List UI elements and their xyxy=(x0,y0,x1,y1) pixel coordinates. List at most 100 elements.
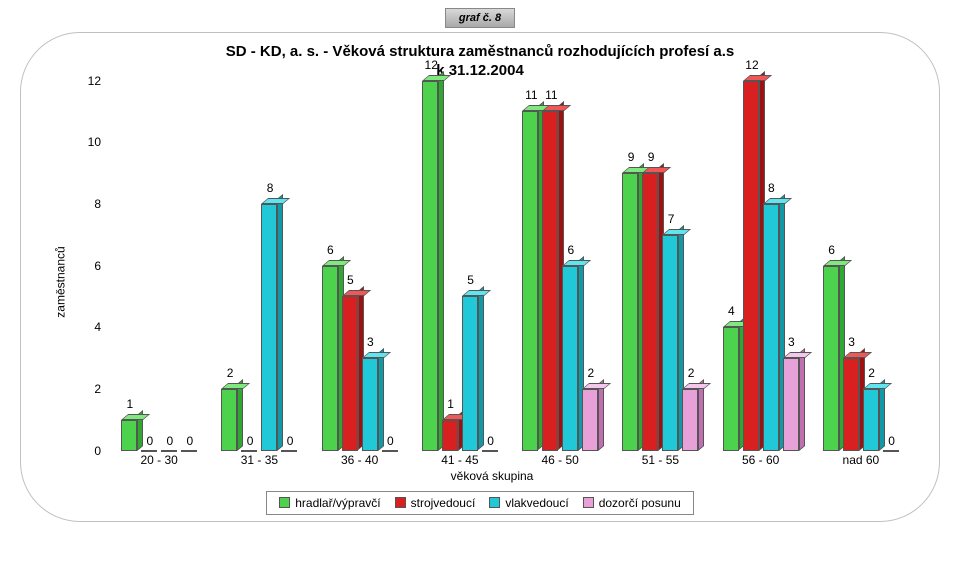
y-tick: 12 xyxy=(81,74,101,88)
bar: 0 xyxy=(883,450,899,451)
bar-group: 6530 xyxy=(310,81,410,451)
x-axis-label: věková skupina xyxy=(73,469,911,483)
bar: 11 xyxy=(522,111,538,450)
bar: 12 xyxy=(422,81,438,451)
bar: 0 xyxy=(482,450,498,451)
bar-value-label: 9 xyxy=(648,150,655,164)
bar: 2 xyxy=(682,389,698,451)
y-tick: 0 xyxy=(81,444,101,458)
bar-value-label: 3 xyxy=(788,335,795,349)
bar-value-label: 8 xyxy=(267,181,274,195)
bar: 0 xyxy=(161,450,177,451)
bar-value-label: 0 xyxy=(146,434,153,448)
bar-value-label: 8 xyxy=(768,181,775,195)
legend-swatch xyxy=(489,497,500,508)
bar: 0 xyxy=(141,450,157,451)
bar: 9 xyxy=(642,173,658,451)
x-category-label: 46 - 50 xyxy=(510,453,610,467)
bar-value-label: 3 xyxy=(848,335,855,349)
bar-value-label: 12 xyxy=(425,58,438,72)
bar-group: 12150 xyxy=(410,81,510,451)
bar-value-label: 11 xyxy=(545,88,557,102)
bar-value-label: 2 xyxy=(227,366,234,380)
bar: 8 xyxy=(763,204,779,451)
x-category-label: 56 - 60 xyxy=(711,453,811,467)
bar: 2 xyxy=(221,389,237,451)
y-tick: 4 xyxy=(81,320,101,334)
chart-title-line-1: SD - KD, a. s. - Věková struktura zaměst… xyxy=(49,43,911,62)
plot-region: 0246810121000208065301215011116299724128… xyxy=(81,81,911,451)
bar-value-label: 4 xyxy=(728,304,735,318)
bar: 8 xyxy=(261,204,277,451)
legend-swatch xyxy=(395,497,406,508)
bar: 3 xyxy=(783,358,799,451)
bar: 9 xyxy=(622,173,638,451)
x-category-label: 51 - 55 xyxy=(610,453,710,467)
y-tick: 6 xyxy=(81,259,101,273)
x-category-label: 20 - 30 xyxy=(109,453,209,467)
bar-value-label: 12 xyxy=(745,58,758,72)
bar: 5 xyxy=(462,296,478,450)
bar: 0 xyxy=(382,450,398,451)
bar: 0 xyxy=(241,450,257,451)
legend-label: vlakvedoucí xyxy=(505,496,568,510)
bar-value-label: 5 xyxy=(347,273,354,287)
bar: 2 xyxy=(582,389,598,451)
legend-swatch xyxy=(279,497,290,508)
x-categories: 20 - 3031 - 3536 - 4041 - 4546 - 5051 - … xyxy=(109,453,911,467)
bar-group: 2080 xyxy=(209,81,309,451)
bar: 3 xyxy=(362,358,378,451)
x-category-label: 36 - 40 xyxy=(310,453,410,467)
bar-value-label: 6 xyxy=(567,243,574,257)
bar-value-label: 0 xyxy=(387,434,394,448)
bar-value-label: 1 xyxy=(447,397,454,411)
x-category-label: 31 - 35 xyxy=(209,453,309,467)
bar: 1 xyxy=(121,420,137,451)
bar-value-label: 6 xyxy=(327,243,334,257)
bar-value-label: 11 xyxy=(525,88,537,102)
legend-label: hradlař/výpravčí xyxy=(295,496,380,510)
legend-label: strojvedoucí xyxy=(411,496,476,510)
x-category-label: nad 60 xyxy=(811,453,911,467)
bar: 3 xyxy=(843,358,859,451)
bar-group: 111162 xyxy=(510,81,610,451)
chart-title-line-2: k 31.12.2004 xyxy=(49,62,911,81)
chart-badge: graf č. 8 xyxy=(445,8,515,28)
y-tick: 2 xyxy=(81,382,101,396)
y-axis-label-box: zaměstnanců xyxy=(49,81,73,483)
bar-value-label: 0 xyxy=(888,434,895,448)
bar: 1 xyxy=(442,420,458,451)
bar-group: 9972 xyxy=(610,81,710,451)
bar: 6 xyxy=(562,266,578,451)
bar-value-label: 2 xyxy=(587,366,594,380)
bar-group: 41283 xyxy=(711,81,811,451)
chart-frame: SD - KD, a. s. - Věková struktura zaměst… xyxy=(20,32,940,522)
bar-value-label: 0 xyxy=(186,434,193,448)
legend: hradlař/výpravčístrojvedoucívlakvedoucíd… xyxy=(266,491,694,515)
bar: 0 xyxy=(181,450,197,451)
bar-value-label: 3 xyxy=(367,335,374,349)
bar: 7 xyxy=(662,235,678,451)
bar: 0 xyxy=(281,450,297,451)
bar-value-label: 1 xyxy=(126,397,133,411)
legend-swatch xyxy=(583,497,594,508)
legend-item: strojvedoucí xyxy=(395,496,476,510)
chart-area: zaměstnanců 0246810121000208065301215011… xyxy=(49,81,911,483)
legend-item: vlakvedoucí xyxy=(489,496,568,510)
y-axis-label: zaměstnanců xyxy=(54,246,68,317)
bar: 5 xyxy=(342,296,358,450)
legend-item: hradlař/výpravčí xyxy=(279,496,380,510)
bar: 4 xyxy=(723,327,739,450)
bar: 2 xyxy=(863,389,879,451)
x-category-label: 41 - 45 xyxy=(410,453,510,467)
bar: 12 xyxy=(743,81,759,451)
y-tick: 10 xyxy=(81,135,101,149)
bar-value-label: 0 xyxy=(487,434,494,448)
bar-value-label: 7 xyxy=(668,212,675,226)
bar-value-label: 0 xyxy=(287,434,294,448)
bar: 6 xyxy=(823,266,839,451)
bar: 11 xyxy=(542,111,558,450)
bar-group: 6320 xyxy=(811,81,911,451)
bar-value-label: 9 xyxy=(628,150,635,164)
bar-value-label: 2 xyxy=(868,366,875,380)
